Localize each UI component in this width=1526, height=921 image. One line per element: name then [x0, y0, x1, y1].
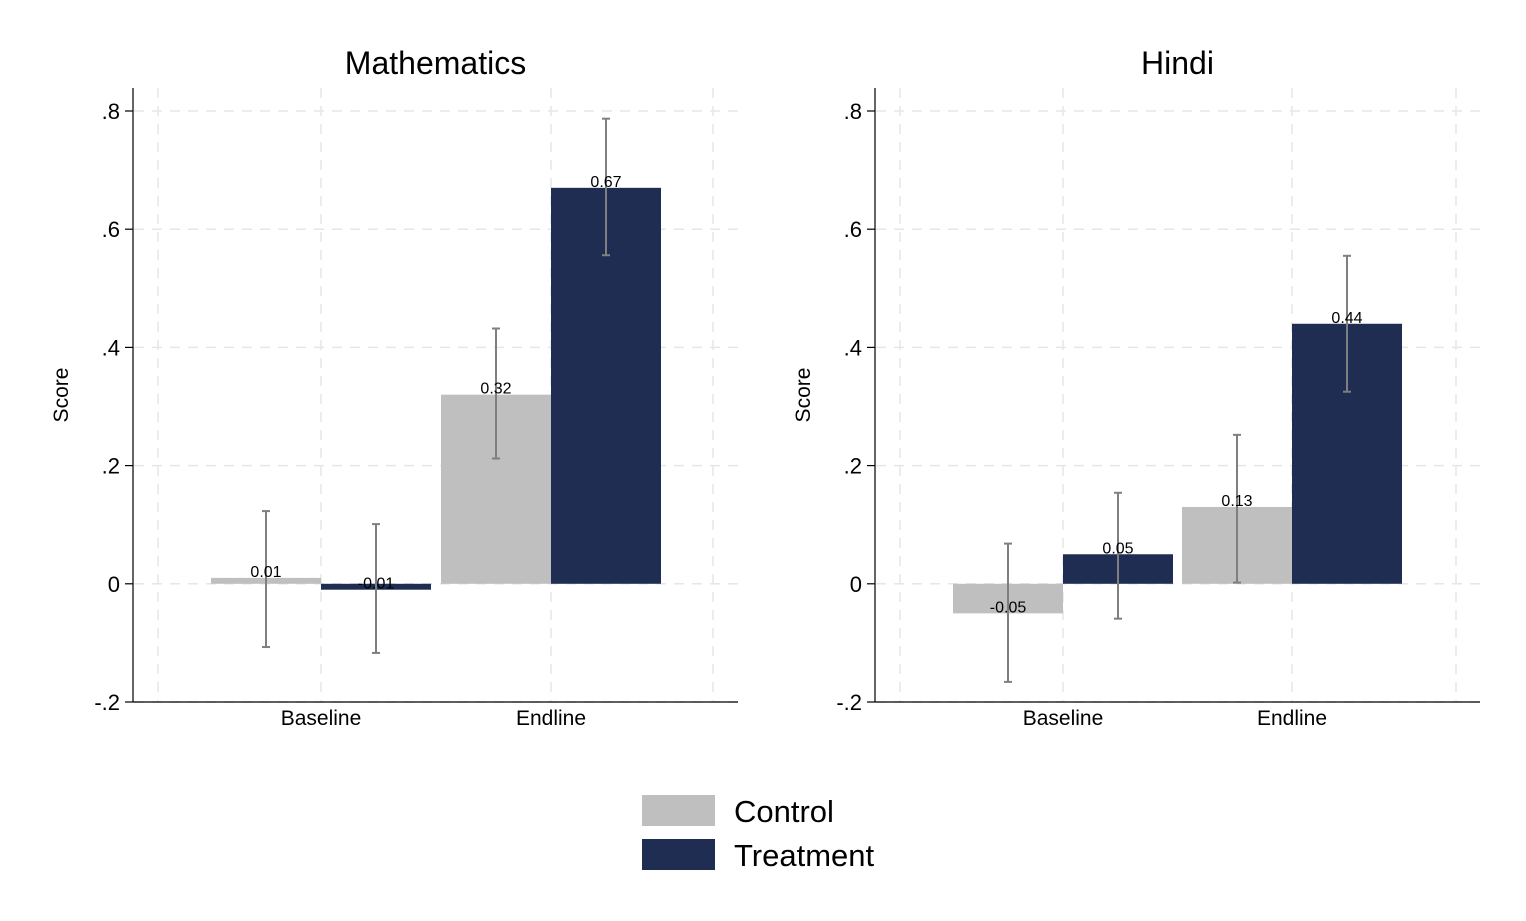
- legend-label-treatment: Treatment: [734, 838, 875, 873]
- y-tick-label: -.2: [94, 690, 120, 715]
- panel-0: -.2 0 .2 .4 .6 .8 Score Mathematics Baseline Endl…: [50, 45, 738, 730]
- error-bar: [492, 327, 500, 460]
- data-label: 0.13: [1221, 493, 1252, 510]
- legend-swatch-control: [642, 795, 715, 826]
- y-tick-label: 0: [108, 572, 120, 597]
- y-tick-label: .2: [102, 454, 120, 479]
- error-bar: [372, 523, 380, 654]
- legend: Control Treatment: [642, 794, 875, 873]
- y-tick-label: 0: [850, 572, 862, 597]
- error-bar: [1343, 254, 1351, 393]
- x-tick-label: Endline: [1257, 707, 1327, 730]
- legend-label-control: Control: [734, 794, 834, 829]
- y-axis-label: Score: [50, 368, 73, 423]
- panel-1: -.2 0 .2 .4 .6 .8 Score Hindi Baseline Endline -0.…: [792, 45, 1480, 730]
- y-tick-label: .8: [102, 99, 120, 124]
- error-bar: [1114, 491, 1122, 620]
- y-tick-label: .6: [102, 217, 120, 242]
- data-label: 0.44: [1331, 310, 1362, 327]
- error-bar: [602, 117, 610, 257]
- data-label: 0.01: [250, 564, 281, 581]
- error-bar: [262, 510, 270, 649]
- data-label: -0.05: [990, 599, 1027, 616]
- y-tick-label: .6: [844, 217, 862, 242]
- data-label: 0.67: [590, 174, 621, 191]
- x-tick-label: Baseline: [1023, 707, 1104, 730]
- y-tick-label: .4: [102, 335, 120, 360]
- x-tick-label: Baseline: [281, 707, 362, 730]
- error-bar: [1004, 542, 1012, 683]
- y-tick-label: .4: [844, 335, 862, 360]
- error-bar: [1233, 433, 1241, 584]
- y-tick-label: .8: [844, 99, 862, 124]
- data-label: -0.01: [358, 576, 395, 593]
- y-tick-label: -.2: [836, 690, 862, 715]
- data-label: 0.32: [480, 381, 511, 398]
- data-label: 0.05: [1102, 540, 1133, 557]
- chart-title: Hindi: [1141, 45, 1214, 81]
- chart-title: Mathematics: [345, 45, 526, 81]
- y-tick-label: .2: [844, 454, 862, 479]
- legend-swatch-treatment: [642, 839, 715, 870]
- x-tick-label: Endline: [516, 707, 586, 730]
- y-axis-label: Score: [792, 368, 815, 423]
